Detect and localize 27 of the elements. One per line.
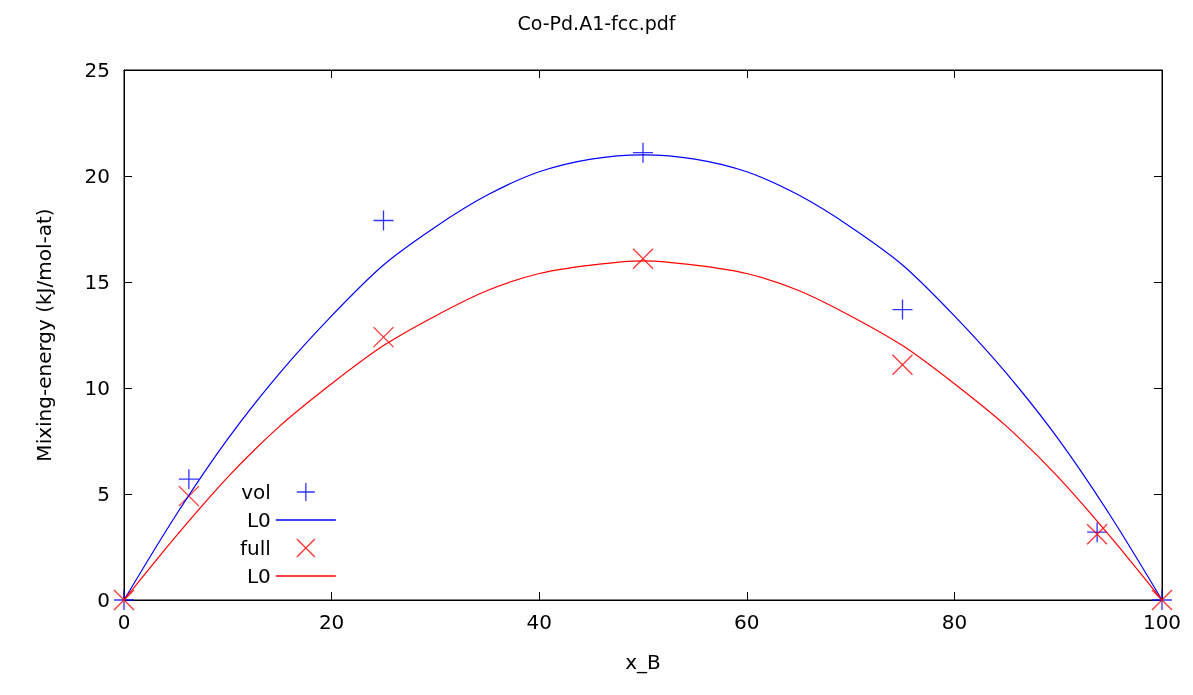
point [632,142,654,164]
point [891,298,914,321]
point [372,209,395,232]
x-tick-label: 100 [1142,610,1182,634]
y-tick-label: 20 [84,164,110,188]
point [178,468,200,490]
point [372,326,395,348]
x-tick-label: 20 [318,610,345,634]
y-tick-label: 0 [97,588,110,612]
x-tick-label: 0 [117,610,131,634]
y-tick-label: 10 [84,376,110,400]
point [632,248,654,270]
y-tick-label: 5 [97,482,110,506]
x-tick-label: 80 [941,610,968,634]
y-tick-label: 15 [84,270,110,294]
x-tick-label: 60 [734,610,760,634]
legend-label: L0 [246,508,271,532]
y-axis-title: Mixing-energy (kJ/mol-at) [32,208,56,462]
point [891,354,914,376]
legend-label: vol [241,480,271,504]
legend-label: full [239,536,271,560]
legend-label: L0 [246,564,271,588]
x-tick-label: 40 [526,610,552,634]
point [178,485,200,507]
x-axis-title: x_B [625,650,661,674]
y-tick-label: 25 [84,58,110,82]
chart-title: Co-Pd.A1-fcc.pdf [517,11,677,34]
